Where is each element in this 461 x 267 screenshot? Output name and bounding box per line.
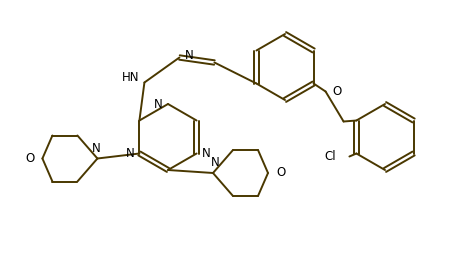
Text: N: N [211,156,219,170]
Text: N: N [126,147,135,160]
Text: O: O [25,152,35,165]
Text: N: N [184,49,193,62]
Text: N: N [92,142,101,155]
Text: N: N [154,97,163,111]
Text: N: N [201,147,210,160]
Text: Cl: Cl [325,150,337,163]
Text: HN: HN [122,71,139,84]
Text: O: O [276,167,285,179]
Text: O: O [332,85,342,98]
